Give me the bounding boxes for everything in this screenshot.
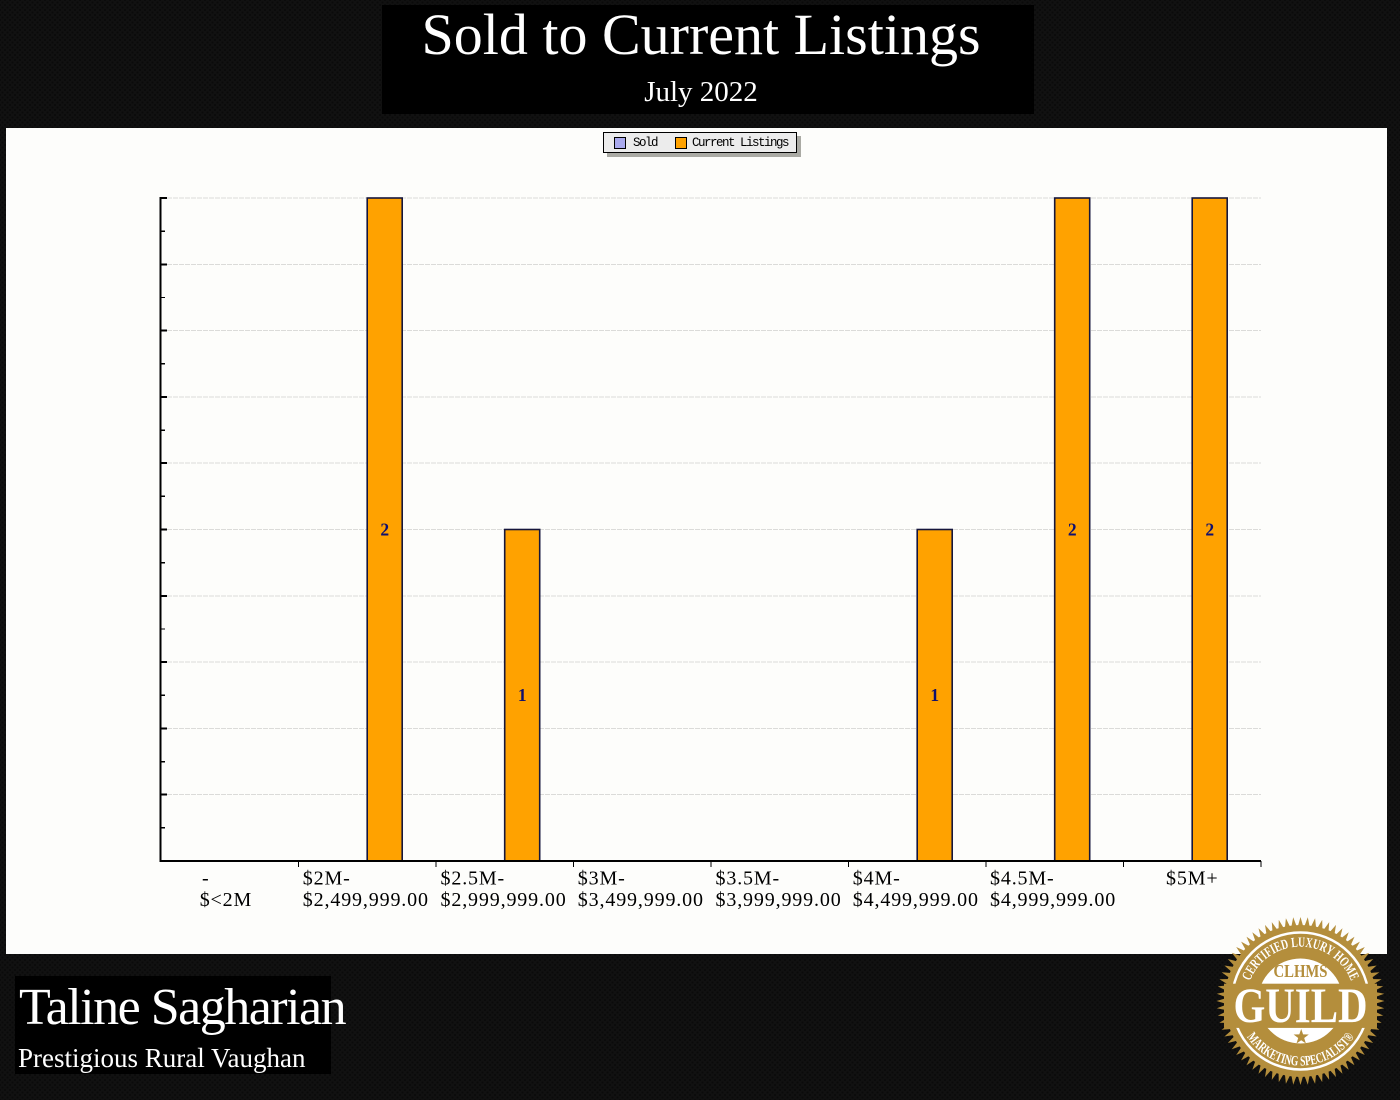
svg-text:1: 1 bbox=[930, 685, 939, 705]
svg-text:$3.5M-: $3.5M- bbox=[716, 868, 781, 890]
svg-text:2: 2 bbox=[1205, 520, 1214, 540]
svg-text:$4,999,999.00: $4,999,999.00 bbox=[990, 889, 1116, 911]
svg-text:-: - bbox=[202, 868, 210, 890]
svg-text:GUILD: GUILD bbox=[1234, 977, 1368, 1033]
svg-text:2: 2 bbox=[380, 520, 389, 540]
svg-text:$4M-: $4M- bbox=[853, 868, 901, 890]
svg-text:1: 1 bbox=[518, 685, 527, 705]
svg-text:$2,499,999.00: $2,499,999.00 bbox=[303, 889, 429, 911]
svg-text:2: 2 bbox=[1068, 520, 1077, 540]
svg-text:$4,499,999.00: $4,499,999.00 bbox=[853, 889, 979, 911]
svg-text:$<2M: $<2M bbox=[200, 889, 252, 911]
svg-text:$3,499,999.00: $3,499,999.00 bbox=[578, 889, 704, 911]
svg-text:$4.5M-: $4.5M- bbox=[990, 868, 1055, 890]
svg-text:$5M+: $5M+ bbox=[1166, 868, 1218, 890]
svg-text:$2M-: $2M- bbox=[303, 868, 351, 890]
svg-text:CLHMS: CLHMS bbox=[1274, 961, 1328, 981]
svg-text:$2,999,999.00: $2,999,999.00 bbox=[441, 889, 567, 911]
svg-text:$2.5M-: $2.5M- bbox=[441, 868, 506, 890]
svg-text:$3,999,999.00: $3,999,999.00 bbox=[716, 889, 842, 911]
svg-text:$3M-: $3M- bbox=[578, 868, 626, 890]
